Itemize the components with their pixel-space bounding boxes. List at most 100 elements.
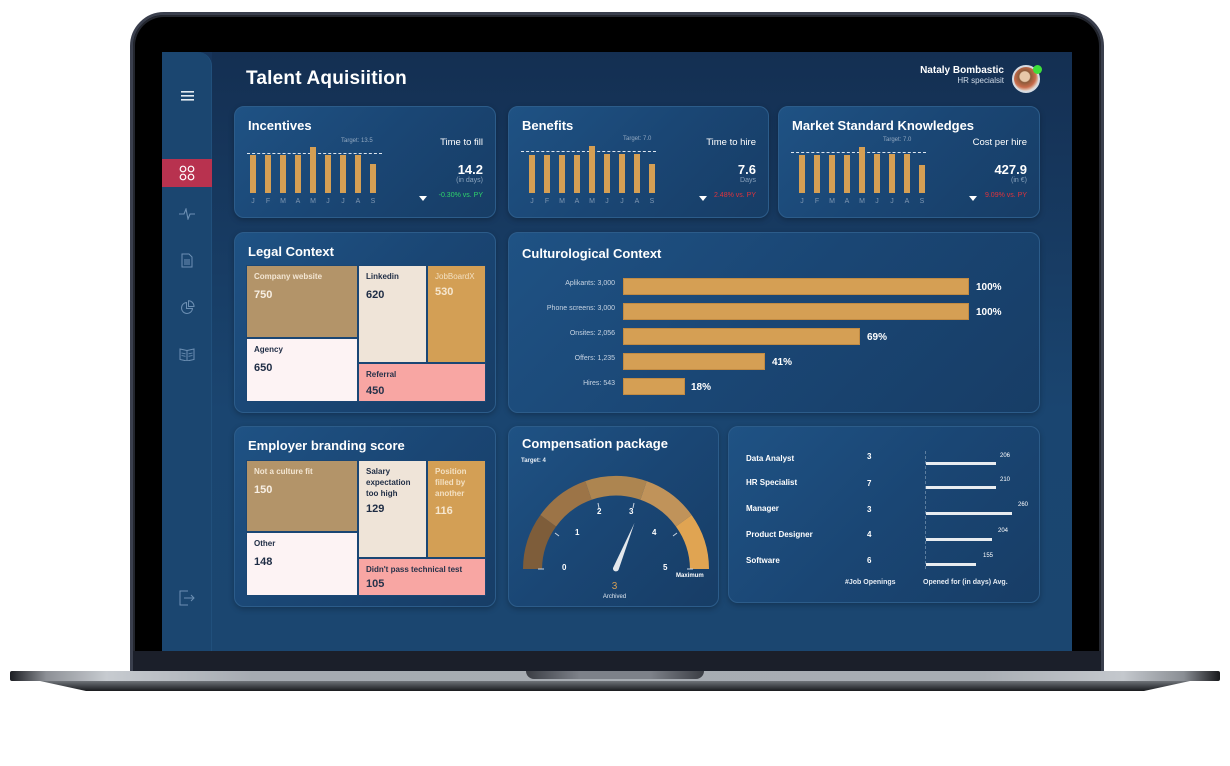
tile-label: Position filled by another [435,467,467,498]
target-label: Target: 4 [521,458,546,464]
month-label: S [370,198,376,205]
bar-apr [574,155,580,193]
opening-days-bar[interactable] [926,486,996,489]
opening-days-bar[interactable] [926,563,976,566]
treemap-tile[interactable]: JobBoardX 530 [427,265,486,363]
treemap-tile[interactable]: Company website 750 [246,265,358,338]
bar-apr [844,155,850,193]
opening-days-bar[interactable] [926,462,996,465]
sidebar-item-library[interactable] [162,340,212,368]
treemap-tile[interactable]: Didn't pass technical test 105 [358,558,486,596]
opening-days-bar[interactable] [926,512,1012,515]
funnel-row: Hires: 543 18% [509,378,1039,395]
caret-down-icon[interactable] [419,196,427,201]
tile-value: 150 [254,483,273,496]
gauge-value-label: Archived [602,594,627,600]
logout-icon [179,590,195,606]
month-label: S [649,198,655,205]
document-icon [181,253,193,267]
opening-role: Software [746,556,780,565]
kpi-metric-label: Time to hire [706,137,756,148]
month-label: A [844,198,850,205]
caret-down-icon[interactable] [969,196,977,201]
tile-label: Company website [254,272,323,281]
sidebar-item-dashboard[interactable] [162,159,212,187]
sidebar-item-activity[interactable] [162,200,212,228]
user-role: HR specialsit [957,76,1004,85]
opening-role: Product Designer [746,530,813,539]
treemap-tile[interactable]: Salary expectation too high 129 [358,460,427,558]
treemap-tile[interactable]: Position filled by another 116 [427,460,486,558]
tile-value: 148 [254,555,273,568]
gauge-tick-label: 0 [562,563,567,572]
tile-value: 620 [366,288,385,301]
tile-label: Referral [366,370,397,379]
treemap-tile[interactable]: Other 148 [246,532,358,596]
target-label: Target: 13.5 [341,138,373,144]
gauge-tick-label: 1 [575,528,580,537]
opening-days: 210 [1000,477,1011,483]
bar-mar [829,155,835,193]
funnel-bar[interactable] [623,378,685,395]
funnel-bar[interactable] [623,328,860,345]
treemap-tile[interactable]: Agency 650 [246,338,358,402]
laptop-chin [133,651,1101,671]
pie-chart-icon [180,299,194,314]
bar-jan [799,155,805,193]
funnel-bar[interactable] [623,353,765,370]
kpi-unit: Days [740,177,756,184]
monthly-bar-chart: Target: 7.0 J F M A M J J A S [791,137,926,205]
sidebar [162,52,212,651]
month-label: J [800,198,804,205]
opening-count: 6 [867,556,872,565]
funnel-row: Offers: 1,235 41% [509,353,1039,370]
gauge-tick-label: 3 [629,507,634,516]
funnel-label: Onsites: 2,056 [569,330,615,337]
opening-days-bar[interactable] [926,538,992,541]
funnel-percent: 100% [976,282,1002,293]
tile-label: Not a culture fit [254,467,313,476]
treemap-tile[interactable]: Linkedin 620 [358,265,427,363]
user-info[interactable]: Nataly Bombastic HR specialsit [920,65,1004,85]
tile-label: Didn't pass technical test [366,565,463,574]
tile-label: Linkedin [366,272,399,281]
month-label: M [310,198,316,205]
opening-role: HR Specialist [746,478,798,487]
tile-label: Other [254,539,276,548]
funnel-percent: 18% [691,382,712,393]
online-status-indicator [1033,65,1042,74]
logout-button[interactable] [162,584,212,612]
month-label: A [355,198,361,205]
treemap-tile[interactable]: Not a culture fit 150 [246,460,358,532]
kpi-value: 7.6 [737,162,756,177]
user-name: Nataly Bombastic [920,65,1004,76]
funnel-bar[interactable] [623,303,969,320]
book-icon [179,347,195,361]
funnel-bar[interactable] [623,278,969,295]
card-title: Market Standard Knowledges [792,118,975,133]
bar-sep [919,165,925,193]
menu-button[interactable] [162,82,212,110]
caret-down-icon[interactable] [699,196,707,201]
treemap-tile[interactable]: Referral 450 [358,363,486,402]
month-label: S [919,198,925,205]
sidebar-item-documents[interactable] [162,246,212,274]
opening-days: 155 [983,553,994,559]
month-label: A [634,198,640,205]
kpi-metric-label: Cost per hire [972,137,1027,148]
monthly-bar-chart: Target: 7.0 J F M A M J J A S [521,136,656,205]
card-title: Compensation package [522,436,668,451]
kpi-value: 14.2 [457,162,483,177]
bar-jul [619,154,625,193]
kpi-value: 427.9 [994,162,1027,177]
tile-value: 105 [366,577,385,590]
month-label: J [890,198,894,205]
month-label: F [265,198,271,205]
funnel-label: Hires: 543 [583,380,615,387]
compensation-package-card: Compensation package Target: 4 0 [508,426,719,607]
bar-aug [634,154,640,193]
sidebar-item-reports[interactable] [162,293,212,321]
month-label: J [875,198,879,205]
month-label: J [341,198,345,205]
month-label: M [280,198,286,205]
